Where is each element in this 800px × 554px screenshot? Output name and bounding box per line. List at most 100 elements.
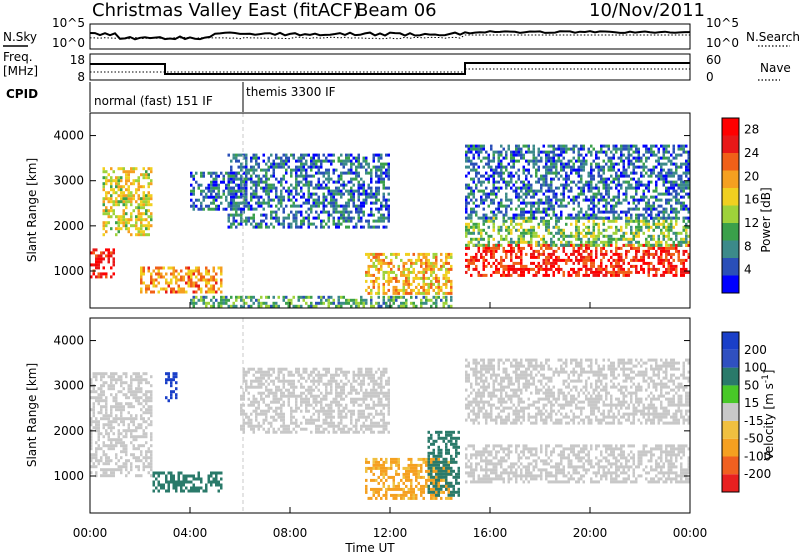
data-cell [495, 249, 498, 253]
data-cell [105, 176, 108, 180]
data-cell [495, 267, 498, 271]
data-cell [560, 240, 563, 244]
data-cell [267, 156, 270, 160]
data-cell [120, 167, 123, 171]
data-cell [372, 255, 375, 259]
data-cell [665, 243, 668, 247]
data-cell [345, 225, 348, 229]
data-cell [555, 231, 558, 235]
data-cell [317, 171, 320, 175]
data-cell [592, 264, 595, 268]
data-cell [645, 237, 648, 241]
data-cell [380, 177, 383, 181]
data-cell [95, 248, 98, 252]
data-cell [602, 180, 605, 184]
data-cell [230, 207, 233, 211]
data-cell [470, 231, 473, 235]
data-cell [447, 261, 450, 265]
data-cell [335, 180, 338, 184]
data-cell [587, 255, 590, 259]
data-cell [370, 192, 373, 196]
data-cell [210, 180, 213, 184]
data-cell [190, 489, 193, 493]
data-cell [127, 221, 130, 225]
data-cell [117, 417, 120, 421]
data-cell [300, 153, 303, 157]
data-cell [240, 213, 243, 217]
data-cell [465, 231, 468, 235]
nave-label: Nave [760, 61, 791, 75]
data-cell [480, 195, 483, 199]
data-cell [535, 210, 538, 214]
data-cell [227, 189, 230, 193]
data-cell [270, 165, 273, 169]
data-cell [527, 192, 530, 196]
data-cell [260, 195, 263, 199]
data-cell [632, 246, 635, 250]
data-cell [130, 441, 133, 445]
data-cell [602, 216, 605, 220]
data-cell [157, 266, 160, 270]
data-cell [580, 174, 583, 178]
data-cell [227, 186, 230, 190]
data-cell [495, 180, 498, 184]
data-cell [362, 204, 365, 208]
data-cell [622, 144, 625, 148]
data-cell [545, 177, 548, 181]
data-cell [530, 246, 533, 250]
data-cell [552, 162, 555, 166]
data-cell [245, 159, 248, 163]
data-cell [525, 264, 528, 268]
data-cell [140, 387, 143, 391]
data-cell [427, 252, 430, 256]
data-cell [190, 281, 193, 285]
data-cell [142, 176, 145, 180]
data-cell [120, 188, 123, 192]
data-cell [157, 269, 160, 273]
power-colorbar-label: Power [dB] [759, 187, 773, 252]
data-cell [127, 185, 130, 189]
data-cell [247, 207, 250, 211]
data-cell [637, 219, 640, 223]
data-cell [532, 144, 535, 148]
data-cell [622, 243, 625, 247]
data-cell [647, 228, 650, 232]
data-cell [505, 153, 508, 157]
data-cell [660, 165, 663, 169]
data-cell [555, 261, 558, 265]
data-cell [627, 219, 630, 223]
data-cell [465, 270, 468, 274]
data-cell [645, 249, 648, 253]
data-cell [190, 192, 193, 196]
data-cell [445, 273, 448, 277]
data-cell [137, 182, 140, 186]
data-cell [500, 261, 503, 265]
data-cell [630, 186, 633, 190]
data-cell [567, 189, 570, 193]
data-cell [602, 159, 605, 163]
data-cell [652, 168, 655, 172]
data-cell [240, 186, 243, 190]
data-cell [142, 200, 145, 204]
data-cell [327, 171, 330, 175]
data-cell [207, 290, 210, 294]
data-cell [110, 441, 113, 445]
data-cell [197, 287, 200, 291]
data-cell [97, 254, 100, 258]
data-cell [480, 180, 483, 184]
data-cell [597, 189, 600, 193]
data-cell [672, 144, 675, 148]
data-cell [317, 301, 320, 305]
data-cell [595, 240, 598, 244]
data-cell [115, 408, 118, 412]
data-cell [387, 219, 390, 223]
data-cell [210, 171, 213, 175]
data-cell [112, 272, 115, 276]
data-cell [535, 207, 538, 211]
data-cell [587, 240, 590, 244]
data-cell [365, 270, 368, 274]
data-cell [132, 453, 135, 457]
data-cell [662, 258, 665, 262]
data-cell [562, 183, 565, 187]
data-cell [145, 224, 148, 228]
